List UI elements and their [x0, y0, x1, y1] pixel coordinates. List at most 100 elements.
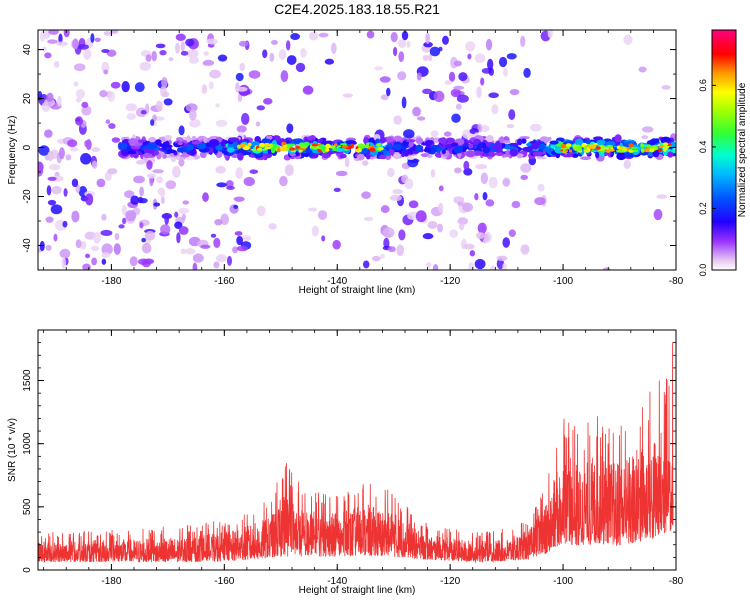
heatmap-cell	[75, 88, 86, 99]
heatmap-cell	[324, 140, 334, 145]
heatmap-cell	[427, 154, 433, 159]
heatmap-cell	[213, 237, 221, 249]
heatmap-cell	[622, 147, 628, 152]
heatmap-cell	[118, 224, 125, 229]
heatmap-cell	[479, 124, 490, 133]
heatmap-cell	[616, 145, 620, 150]
heatmap-cell	[449, 229, 459, 238]
snr-x-axis-label: Height of straight line (km)	[299, 585, 416, 596]
heatmap-cell	[175, 42, 180, 54]
heatmap-cell	[203, 136, 208, 144]
heatmap-cell	[585, 139, 591, 145]
heatmap-cell	[333, 187, 341, 193]
y-tick-label: 20	[22, 93, 33, 105]
x-tick-label: -160	[214, 276, 234, 287]
heatmap-cell	[225, 180, 234, 188]
heatmap-cell	[311, 152, 319, 159]
heatmap-cell	[165, 180, 177, 190]
heatmap-cell	[227, 255, 233, 266]
heatmap-cell	[168, 57, 174, 62]
heatmap-cell	[403, 149, 410, 157]
heatmap-cell	[233, 196, 245, 202]
heatmap-cell	[53, 233, 58, 242]
heatmap-cell	[357, 143, 366, 148]
heatmap-cell	[80, 241, 87, 250]
heatmap-cell	[113, 243, 121, 255]
heatmap-cell	[121, 81, 130, 93]
heatmap-cell	[58, 147, 65, 160]
heatmap-cell	[248, 70, 261, 79]
heatmap-cell	[99, 90, 108, 98]
heatmap-cell	[653, 209, 663, 221]
heatmap-cell	[311, 143, 319, 147]
heatmap-cell	[656, 194, 668, 199]
heatmap-cell	[159, 49, 167, 56]
heatmap-cell	[502, 237, 510, 248]
heatmap-cell	[174, 221, 183, 230]
heatmap-cell	[139, 61, 151, 71]
heatmap-cell	[186, 135, 191, 143]
heatmap-cell	[488, 92, 499, 99]
heatmap-cell	[462, 202, 473, 212]
heatmap-cell	[318, 32, 329, 38]
heatmap-cell	[185, 103, 198, 112]
heatmap-cell	[178, 226, 189, 235]
heatmap-cell	[162, 154, 167, 159]
heatmap-cell	[495, 152, 504, 156]
heatmap-cell	[482, 146, 491, 154]
heatmap-cell	[660, 136, 672, 144]
heatmap-cell	[46, 185, 52, 196]
heatmap-cell	[214, 218, 223, 226]
heatmap-cell	[269, 52, 275, 62]
heatmap-cell	[509, 89, 520, 96]
heatmap-cell	[62, 220, 68, 228]
heatmap-cell	[330, 42, 337, 55]
heatmap-cell	[332, 148, 339, 152]
heatmap-cell	[519, 136, 530, 140]
colorbar-ticks: 0.0 0.2 0.4 0.6	[698, 79, 716, 276]
heatmap-cell	[67, 139, 78, 148]
snr-frame	[37, 329, 677, 571]
heatmap-cell	[76, 44, 89, 50]
heatmap-cell	[317, 138, 324, 144]
heatmap-cell	[135, 159, 146, 165]
heatmap-cell	[378, 136, 387, 144]
heatmap-cell	[141, 237, 146, 243]
heatmap-cell	[155, 100, 163, 112]
heatmap-cell	[261, 148, 267, 151]
heatmap-cell	[454, 167, 462, 174]
heatmap-cell	[396, 244, 405, 257]
heatmap-cell	[120, 148, 130, 157]
heatmap-cell	[397, 39, 407, 49]
heatmap-cell	[298, 149, 303, 153]
heatmap-cell	[387, 167, 395, 178]
heatmap-cell	[461, 146, 468, 151]
heatmap-cell	[448, 71, 456, 83]
x-tick-label: -160	[214, 576, 234, 587]
heatmap-cell	[189, 109, 197, 121]
heatmap-cell	[393, 135, 403, 142]
heatmap-cell	[321, 235, 326, 242]
y-tick-label: 0	[22, 567, 33, 573]
heatmap-cell	[130, 195, 140, 205]
heatmap-cell	[182, 200, 190, 205]
heatmap-cell	[499, 136, 505, 144]
heatmap-cell	[667, 151, 674, 158]
heatmap-cell	[208, 147, 214, 154]
heatmap-cell	[488, 176, 498, 189]
heatmap-cell	[474, 258, 486, 270]
heatmap-cell	[83, 48, 92, 60]
heatmap-cell	[386, 87, 391, 97]
heatmap-cell	[146, 173, 156, 179]
heatmap-cell	[477, 222, 487, 234]
heatmap-cell	[226, 185, 235, 190]
heatmap-cell	[159, 189, 166, 198]
heatmap-cell	[311, 225, 319, 237]
heatmap-cell	[85, 253, 91, 259]
heatmap-cell	[255, 121, 261, 127]
heatmap-cell	[180, 41, 185, 52]
heatmap-cell	[143, 152, 151, 159]
heatmap-cell	[140, 110, 147, 115]
x-tick-label: -140	[327, 276, 347, 287]
heatmap-cell	[436, 223, 444, 233]
